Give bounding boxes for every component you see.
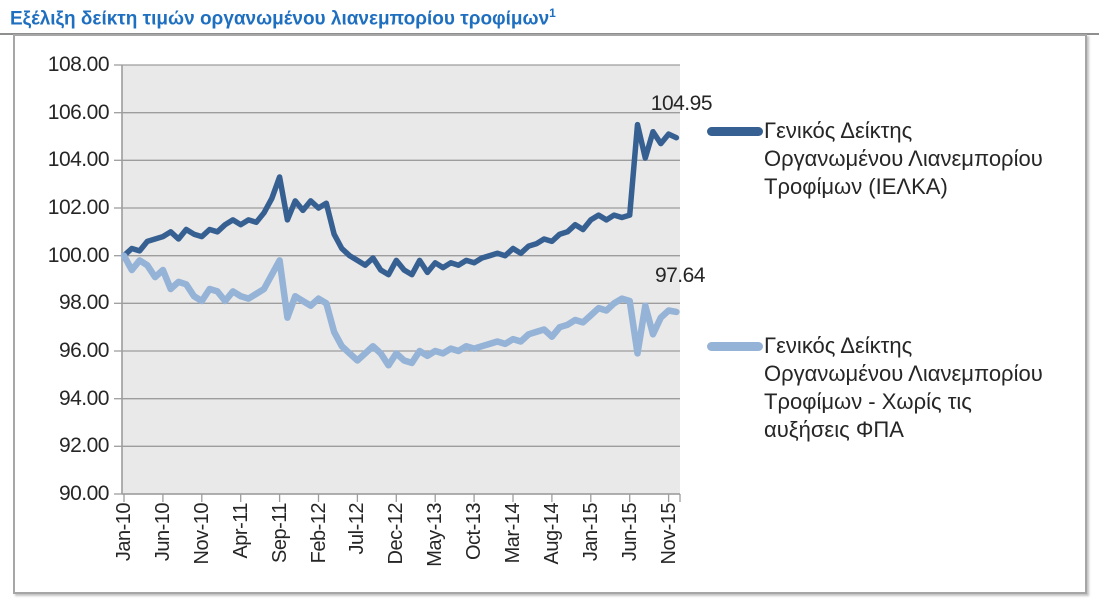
data-label-series-2: 97.64 [654, 264, 706, 287]
x-axis-tick-label: Sep-11 [268, 503, 291, 564]
legend-label-series-2: Γενικός Δείκτης Οργανωμένου Λιανεμπορίου Τ… [764, 332, 1077, 444]
x-axis-tick-label: Jun-10 [151, 503, 174, 562]
y-axis-tick-label: 106.00 [47, 100, 110, 124]
x-axis-tick-label: Apr-11 [229, 503, 252, 559]
x-axis-tick-label: Mar-14 [502, 503, 524, 564]
x-axis-tick-label: Feb-12 [307, 503, 330, 564]
data-label-series-1: 104.95 [650, 92, 713, 115]
x-axis-tick-label: Oct-13 [463, 503, 486, 561]
y-axis-tick-label: 108.00 [47, 53, 110, 76]
legend-entry-1: Γενικός Δείκτης Οργανωμένου Λιανεμπορίου Τ… [707, 117, 1077, 201]
y-axis-tick-label: 94.00 [58, 386, 110, 410]
legend-label-series-1: Γενικός Δείκτης Οργανωμένου Λιανεμπορίου Τ… [764, 117, 1077, 201]
chart-frame: 108.00 106.00 104.00 102.00 100.00 98.00 96.00… [13, 34, 1087, 594]
x-axis-tick-label: Jan-15 [579, 503, 602, 562]
legend-label-line: Γενικός Δείκτης [764, 118, 913, 143]
legend-entry-2: Γενικός Δείκτης Οργανωμένου Λιανεμπορίου Τ… [707, 332, 1077, 444]
x-axis-tick-label: Jun-15 [618, 503, 641, 562]
x-axis-tick-label: Jan-10 [113, 503, 135, 562]
series-line-1 [121, 121, 680, 278]
chart-title: Εξέλιξη δείκτη τιμών οργανωμένου λιανεμπ… [10, 6, 556, 30]
series-line-2 [120, 252, 680, 369]
legend-label-line: Οργανωμένου Λιανεμπορίου [764, 146, 1043, 171]
x-axis-tick-label: Jul-12 [346, 503, 369, 555]
x-axis-tick-label: Aug-14 [540, 503, 563, 565]
chart-title-footnote-marker: 1 [549, 6, 556, 20]
y-axis-tick-label: 100.00 [47, 243, 110, 267]
y-axis-tick-label: 98.00 [58, 291, 110, 315]
x-axis-tick-label: Nov-10 [190, 503, 213, 565]
x-axis-tick-label: May-13 [424, 503, 447, 567]
legend-label-line: αυξήσεις ΦΠΑ [764, 417, 904, 442]
legend-marker-series-1 [707, 127, 763, 136]
y-axis-tick-label: 102.00 [47, 196, 110, 219]
chart-title-text: Εξέλιξη δείκτη τιμών οργανωμένου λιανεμπ… [10, 8, 550, 30]
y-axis-tick-label: 92.00 [58, 434, 110, 458]
legend-label-line: Γενικός Δείκτης [764, 333, 913, 358]
legend-label-line: Τροφίμων - Χωρίς τις [764, 389, 972, 414]
legend-label-line: Οργανωμένου Λιανεμπορίου [764, 361, 1043, 386]
legend-label-line: Τροφίμων (ΙΕΛΚΑ) [764, 174, 948, 199]
x-axis-tick-label: Dec-12 [385, 503, 408, 565]
legend-marker-series-2 [707, 342, 763, 351]
x-axis-tick-label: Nov-15 [657, 503, 680, 565]
y-axis-tick-label: 90.00 [58, 482, 110, 505]
y-axis-tick-label: 96.00 [58, 339, 110, 362]
y-axis-tick-label: 104.00 [47, 148, 110, 172]
plot-area [114, 64, 681, 502]
